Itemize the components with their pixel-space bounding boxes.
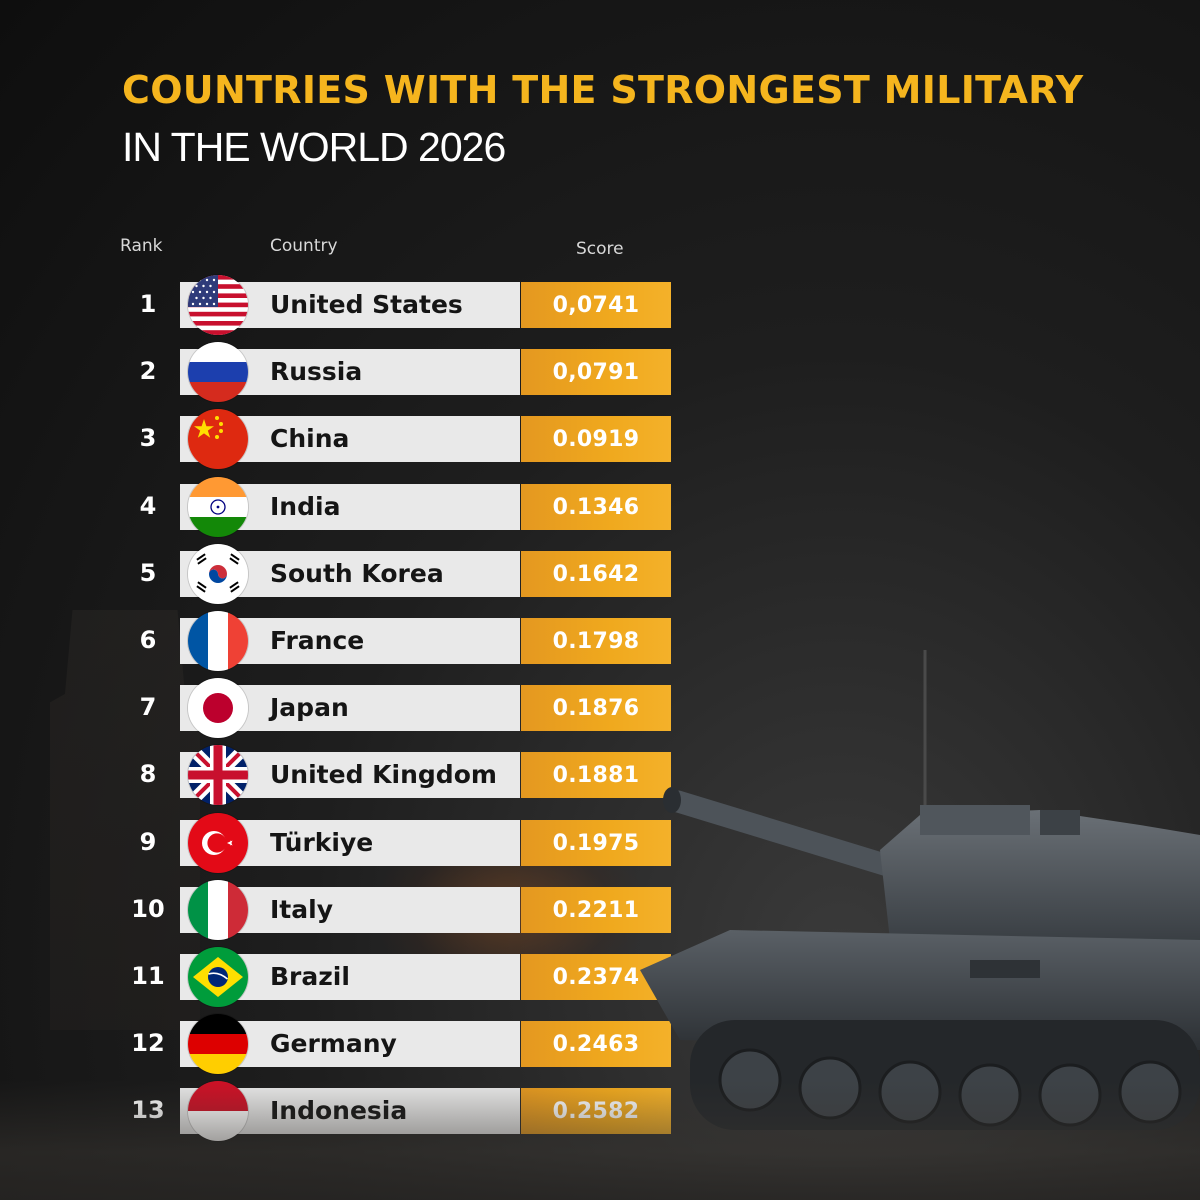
china-flag-icon	[188, 409, 248, 469]
table-row: 11 0.2374 Brazil	[0, 947, 700, 1007]
country-name: Italy	[270, 895, 333, 924]
score-value: 0.1975	[521, 820, 671, 866]
italy-flag-icon	[188, 880, 248, 940]
brazil-flag-icon	[188, 947, 248, 1007]
country-name: Russia	[270, 357, 363, 386]
rank-number: 1	[139, 290, 157, 318]
score-value: 0.1881	[521, 752, 671, 798]
score-value: 0.2211	[521, 887, 671, 933]
title-line-1: COUNTRIES WITH THE STRONGEST MILITARY	[122, 68, 1084, 112]
score-value: 0,0741	[521, 282, 671, 328]
south-korea-flag-icon	[188, 544, 248, 604]
header-country: Country	[270, 236, 338, 256]
table-row: 10 0.2211 Italy	[0, 880, 700, 940]
country-name: Brazil	[270, 962, 350, 991]
table-row: 5 0.1642 South Korea	[0, 544, 700, 604]
country-name: United States	[270, 290, 463, 319]
table-row: 8 0.1881 United Kingdom	[0, 745, 700, 805]
country-name: Germany	[270, 1029, 397, 1058]
country-name: United Kingdom	[270, 760, 497, 789]
us-flag-icon	[188, 275, 248, 335]
country-name: India	[270, 492, 341, 521]
ground-smoke	[0, 1080, 1200, 1200]
score-value: 0.1876	[521, 685, 671, 731]
japan-flag-icon	[188, 678, 248, 738]
table-row: 4 0.1346 India	[0, 477, 700, 537]
rank-number: 7	[139, 693, 157, 721]
france-flag-icon	[188, 611, 248, 671]
score-value: 0.0919	[521, 416, 671, 462]
score-value: 0.1798	[521, 618, 671, 664]
rank-number: 9	[139, 828, 157, 856]
table-row: 3 0.0919 China	[0, 409, 700, 469]
country-name: South Korea	[270, 559, 444, 588]
rank-number: 3	[139, 424, 157, 452]
rank-number: 6	[139, 626, 157, 654]
rank-number: 5	[139, 559, 157, 587]
india-flag-icon	[188, 477, 248, 537]
rank-number: 11	[131, 962, 165, 990]
header-score: Score	[576, 239, 624, 259]
rank-number: 2	[139, 357, 157, 385]
table-row: 7 0.1876 Japan	[0, 678, 700, 738]
table-row: 1 0,0741 United States	[0, 275, 700, 335]
rank-number: 10	[131, 895, 165, 923]
table-row: 6 0.1798 France	[0, 611, 700, 671]
country-name: Japan	[270, 693, 349, 722]
uk-flag-icon	[188, 745, 248, 805]
score-value: 0.2463	[521, 1021, 671, 1067]
rank-number: 12	[131, 1029, 165, 1057]
table-row: 12 0.2463 Germany	[0, 1014, 700, 1074]
title-line-2: IN THE WORLD 2026	[122, 124, 506, 170]
country-name: France	[270, 626, 365, 655]
header-rank: Rank	[120, 236, 163, 256]
turkiye-flag-icon	[188, 813, 248, 873]
table-row: 2 0,0791 Russia	[0, 342, 700, 402]
rank-number: 4	[139, 492, 157, 520]
score-value: 0.1642	[521, 551, 671, 597]
ruined-tower-silhouette	[50, 610, 200, 1030]
country-name: China	[270, 424, 350, 453]
score-value: 0,0791	[521, 349, 671, 395]
germany-flag-icon	[188, 1014, 248, 1074]
russia-flag-icon	[188, 342, 248, 402]
country-name: Türkiye	[270, 828, 374, 857]
score-value: 0.1346	[521, 484, 671, 530]
rank-number: 8	[139, 760, 157, 788]
table-row: 9 0.1975 Türkiye	[0, 813, 700, 873]
